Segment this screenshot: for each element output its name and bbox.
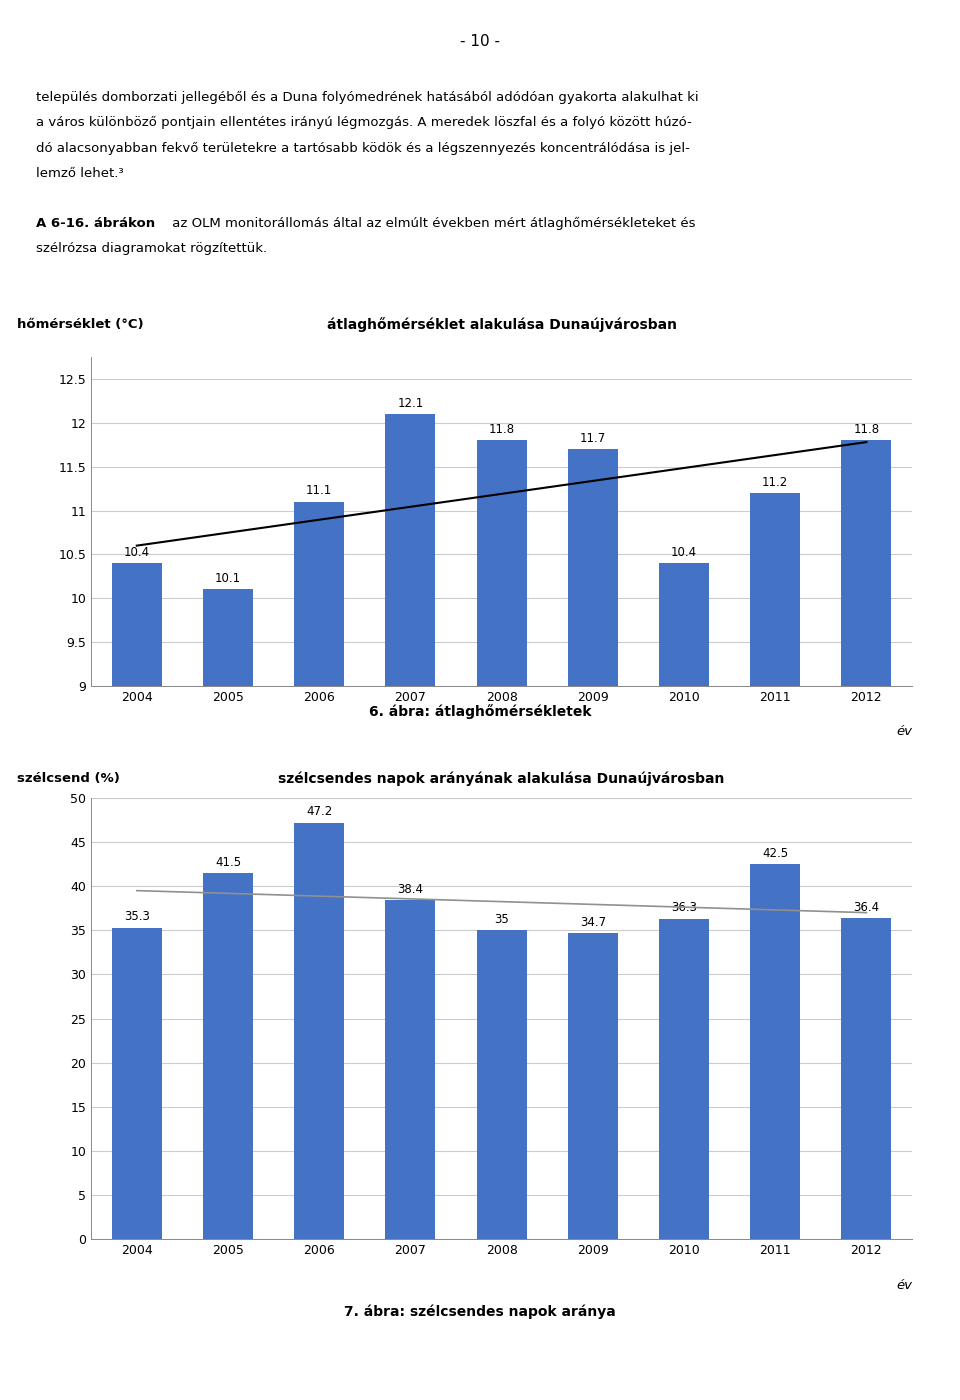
Text: - 10 -: - 10 - bbox=[460, 34, 500, 49]
Text: átlaghőmérséklet alakulása Dunaújvárosban: átlaghőmérséklet alakulása Dunaújvárosba… bbox=[326, 318, 677, 332]
Text: 11.7: 11.7 bbox=[580, 431, 606, 445]
Text: szélrózsa diagramokat rögzítettük.: szélrózsa diagramokat rögzítettük. bbox=[36, 242, 268, 255]
Text: 36.4: 36.4 bbox=[853, 900, 879, 914]
Text: év: év bbox=[896, 1278, 912, 1292]
Text: hőmérséklet (°C): hőmérséklet (°C) bbox=[17, 318, 144, 330]
Bar bbox=[567, 449, 618, 686]
Bar bbox=[476, 931, 527, 1239]
Bar bbox=[294, 501, 345, 686]
Text: dó alacsonyabban fekvő területekre a tartósabb ködök és a légszennyezés koncentr: dó alacsonyabban fekvő területekre a tar… bbox=[36, 141, 690, 154]
Text: 10.4: 10.4 bbox=[671, 546, 697, 559]
Text: település domborzati jellegéből és a Duna folyómedrének hatásából adódóan gyakor: település domborzati jellegéből és a Dun… bbox=[36, 91, 699, 104]
Bar bbox=[476, 441, 527, 686]
Bar bbox=[203, 874, 253, 1239]
Text: 11.1: 11.1 bbox=[306, 484, 332, 497]
Text: év: év bbox=[896, 725, 912, 738]
Bar bbox=[841, 918, 892, 1239]
Bar bbox=[750, 864, 801, 1239]
Bar bbox=[659, 918, 709, 1239]
Text: szélcsend (%): szélcsend (%) bbox=[17, 771, 120, 784]
Bar bbox=[659, 563, 709, 686]
Text: 11.8: 11.8 bbox=[489, 423, 515, 435]
Bar bbox=[385, 900, 436, 1239]
Text: 41.5: 41.5 bbox=[215, 855, 241, 868]
Text: 47.2: 47.2 bbox=[306, 805, 332, 818]
Bar bbox=[385, 414, 436, 686]
Text: 35: 35 bbox=[494, 913, 509, 925]
Text: A 6-16. ábrákon: A 6-16. ábrákon bbox=[36, 217, 156, 230]
Text: 42.5: 42.5 bbox=[762, 847, 788, 860]
Text: 38.4: 38.4 bbox=[397, 883, 423, 896]
Text: 11.8: 11.8 bbox=[853, 423, 879, 435]
Text: 35.3: 35.3 bbox=[124, 910, 150, 923]
Text: 6. ábra: átlaghőmérsékletek: 6. ábra: átlaghőmérsékletek bbox=[369, 704, 591, 720]
Text: 10.1: 10.1 bbox=[215, 573, 241, 585]
Text: a város különböző pontjain ellentétes irányú légmozgás. A meredek löszfal és a f: a város különböző pontjain ellentétes ir… bbox=[36, 116, 692, 129]
Text: 36.3: 36.3 bbox=[671, 902, 697, 914]
Bar bbox=[294, 823, 345, 1239]
Text: az OLM monitorállomás által az elmúlt években mért átlaghőmérsékleteket és: az OLM monitorállomás által az elmúlt év… bbox=[168, 217, 695, 230]
Bar bbox=[750, 493, 801, 686]
Text: 12.1: 12.1 bbox=[397, 396, 423, 410]
Bar bbox=[111, 928, 162, 1239]
Text: lemző lehet.³: lemző lehet.³ bbox=[36, 167, 124, 179]
Text: 10.4: 10.4 bbox=[124, 546, 150, 559]
Text: 7. ábra: szélcsendes napok aránya: 7. ábra: szélcsendes napok aránya bbox=[344, 1305, 616, 1319]
Bar bbox=[203, 589, 253, 686]
Text: szélcsendes napok arányának alakulása Dunaújvárosban: szélcsendes napok arányának alakulása Du… bbox=[278, 771, 725, 785]
Text: 34.7: 34.7 bbox=[580, 916, 606, 928]
Bar bbox=[841, 441, 892, 686]
Bar bbox=[111, 563, 162, 686]
Bar bbox=[567, 932, 618, 1239]
Text: 11.2: 11.2 bbox=[762, 476, 788, 489]
